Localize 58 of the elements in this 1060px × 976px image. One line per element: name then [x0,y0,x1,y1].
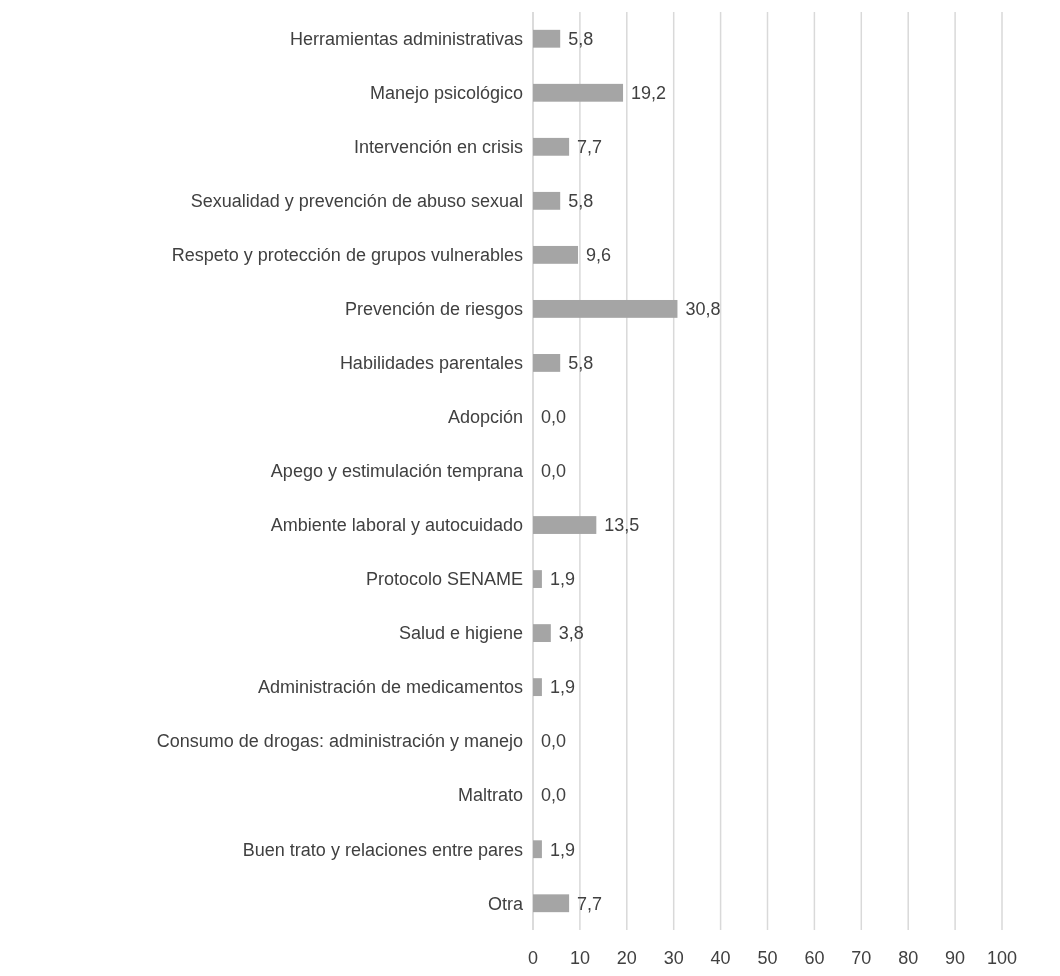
x-tick-label: 30 [663,948,684,968]
data-label: 30,8 [685,299,721,320]
data-label: 3,8 [558,623,584,644]
y-tick-label: Protocolo SENAME [365,569,523,590]
data-label: 7,7 [577,137,603,158]
x-tick-label: 70 [851,948,872,968]
y-tick-label: Apego y estimulación temprana [270,461,524,482]
x-tick-label: 20 [616,948,637,968]
bar [533,245,579,264]
data-label: 1,9 [549,677,575,698]
x-tick-label: 90 [945,948,966,968]
data-label: 7,7 [577,893,603,914]
bar [533,29,561,48]
bar [533,83,624,102]
bar [533,137,570,156]
x-tick-label: 50 [757,948,778,968]
data-label: 0,0 [541,407,567,428]
data-label: 19,2 [631,83,667,104]
y-tick-label: Habilidades parentales [339,353,523,374]
y-tick-label: Administración de medicamentos [257,677,523,698]
y-tick-label: Herramientas administrativas [289,29,523,50]
bar [533,354,561,372]
y-tick-label: Maltrato [457,785,523,806]
y-tick-label: Salud e higiene [398,623,523,644]
bar [533,570,542,588]
x-tick-label: 10 [569,948,590,968]
x-tick-label: 40 [710,948,731,968]
x-tick-label: 0 [527,948,539,968]
y-tick-label: Prevención de riesgos [344,299,523,320]
y-tick-label: Sexualidad y prevención de abuso sexual [190,191,523,212]
x-tick-label: 80 [898,948,919,968]
bar [533,840,542,859]
bar [533,894,570,913]
data-label: 1,9 [549,569,575,590]
y-tick-label: Ambiente laboral y autocuidado [270,515,523,536]
y-tick-label: Consumo de drogas: administración y manejo [156,731,523,752]
data-label: 5,8 [568,29,594,50]
data-label: 13,5 [604,515,640,536]
y-tick-label: Otra [487,893,524,914]
data-label: 0,0 [541,461,567,482]
bar [533,299,678,318]
y-tick-label: Adopción [447,407,523,428]
data-label: 0,0 [541,785,567,806]
bar [533,191,561,210]
x-tick-label: 60 [804,948,825,968]
y-tick-label: Manejo psicológico [369,83,523,104]
x-tick-label: 100 [986,948,1018,968]
data-label: 9,6 [586,245,612,266]
data-label: 0,0 [541,731,567,752]
bar [533,516,597,534]
bar [533,678,542,697]
y-tick-label: Respeto y protección de grupos vulnerables [171,245,523,266]
data-label: 5,8 [568,191,594,212]
y-tick-label: Buen trato y relaciones entre pares [242,839,523,860]
bar [533,624,551,643]
y-tick-label: Intervención en crisis [353,137,523,158]
data-label: 1,9 [549,839,575,860]
data-label: 5,8 [568,353,594,374]
